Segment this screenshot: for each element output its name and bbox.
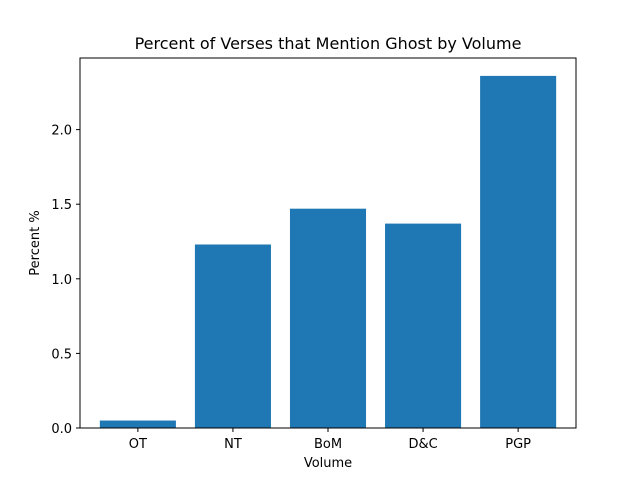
x-tick-label: OT [129, 437, 147, 452]
y-axis-label: Percent % [28, 210, 43, 275]
bar-d-c [385, 223, 462, 428]
y-tick-label: 1.5 [51, 198, 72, 213]
bar-ot [99, 420, 176, 428]
plot-area-frame [79, 57, 577, 429]
y-tick-label: 2.0 [51, 124, 72, 139]
chart-title: Percent of Verses that Mention Ghost by … [135, 34, 522, 53]
bars-group [99, 75, 557, 428]
y-axis-ticks: 0.0 0.5 1.0 1.5 2.0 [51, 124, 80, 437]
y-tick-label: 1.0 [51, 273, 72, 288]
x-tick-label: D&C [408, 437, 437, 452]
x-tick-label: BoM [314, 437, 342, 452]
x-axis-ticks: OT NT BoM D&C PGP [129, 428, 531, 452]
x-tick-label: NT [224, 437, 242, 452]
bar-pgp [480, 75, 557, 428]
x-axis-label: Volume [304, 456, 352, 471]
y-tick-label: 0.5 [51, 347, 72, 362]
bar-bom [289, 208, 367, 428]
bar-nt [194, 244, 271, 428]
x-tick-label: PGP [505, 437, 531, 452]
y-tick-label: 0.0 [51, 422, 72, 437]
